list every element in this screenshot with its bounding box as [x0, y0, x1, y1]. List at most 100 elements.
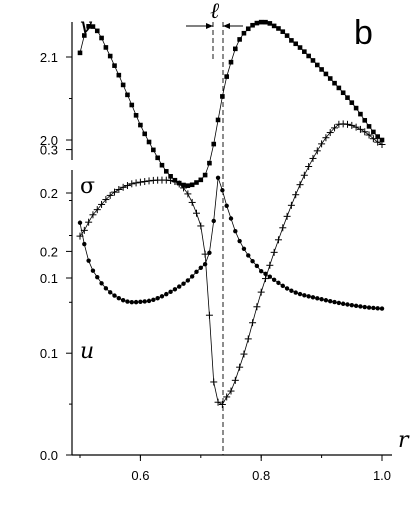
- data-point-u: [223, 393, 231, 401]
- data-point-v: [353, 105, 359, 111]
- data-point-u: [279, 224, 287, 232]
- data-point-u: [175, 180, 183, 188]
- data-point-v: [345, 95, 350, 100]
- data-point-sigma: [319, 297, 324, 302]
- data-point-v: [116, 72, 122, 78]
- x-axis-label: r: [398, 428, 410, 453]
- y-tick-label-u: 0.1: [40, 346, 58, 361]
- data-point-u: [253, 303, 261, 311]
- data-point-v: [267, 21, 273, 26]
- axis-text: 2.0 2.1 v 0.1 0.2 σ 0.0 0.1 0.2 0.3 u 0.6 0.8 1.0 r ℓ: [40, 0, 410, 483]
- data-point-v: [366, 124, 372, 129]
- data-point-v: [358, 111, 363, 117]
- series-line-sigma: [79, 177, 383, 309]
- data-point-v: [133, 113, 139, 118]
- data-point-v: [142, 131, 148, 137]
- data-point-sigma: [185, 278, 191, 283]
- data-point-sigma: [224, 203, 229, 208]
- data-point-u: [106, 191, 114, 199]
- data-point-sigma: [194, 269, 199, 275]
- data-point-u: [111, 188, 119, 196]
- data-point-u: [257, 288, 265, 296]
- data-point-u: [85, 218, 93, 226]
- data-point-v: [362, 118, 368, 123]
- data-point-v: [310, 58, 316, 63]
- data-point-u: [119, 183, 127, 191]
- data-point-u: [80, 226, 88, 234]
- y-tick-label-u: 0.2: [40, 244, 58, 259]
- data-point-u: [244, 335, 252, 343]
- data-point-u: [93, 206, 101, 214]
- data-point-u: [365, 131, 373, 139]
- data-point-v: [168, 174, 173, 179]
- data-point-sigma: [237, 238, 242, 244]
- data-point-u: [180, 184, 188, 192]
- y-axis-label-sigma: σ: [80, 174, 95, 199]
- data-point-u: [287, 201, 295, 209]
- data-point-v: [250, 22, 255, 28]
- data-point-sigma: [125, 299, 130, 304]
- data-point-u: [197, 222, 205, 230]
- data-point-sigma: [358, 304, 363, 309]
- data-point-v: [215, 117, 221, 123]
- data-point-v: [125, 92, 130, 98]
- data-point-v: [233, 46, 238, 52]
- data-point-sigma: [254, 263, 260, 269]
- data-point-sigma: [86, 258, 91, 263]
- data-point-v: [245, 26, 251, 32]
- data-point-u: [132, 179, 140, 187]
- data-point-sigma: [310, 295, 316, 300]
- ell-arrowhead-left: [206, 23, 213, 29]
- data-point-v: [202, 172, 208, 178]
- data-point-sigma: [103, 286, 109, 291]
- data-point-v: [289, 38, 294, 43]
- data-point-u: [102, 196, 110, 204]
- y-tick-label-u: 0.3: [40, 143, 58, 158]
- data-point-sigma: [202, 261, 208, 267]
- data-point-sigma: [108, 290, 113, 295]
- data-point-u: [270, 248, 278, 256]
- data-point-sigma: [323, 298, 329, 303]
- data-point-sigma: [379, 306, 385, 311]
- data-point-v: [379, 137, 385, 143]
- data-point-v: [224, 74, 229, 79]
- data-point-sigma: [246, 253, 251, 258]
- ell-annotation: ℓ: [210, 0, 220, 24]
- data-point-u: [318, 140, 326, 148]
- data-point-u: [236, 363, 244, 371]
- data-point-v: [103, 45, 109, 50]
- data-point-sigma: [362, 304, 367, 310]
- data-point-u: [356, 125, 364, 133]
- data-point-v: [163, 169, 169, 174]
- data-point-u: [374, 138, 382, 146]
- data-point-v: [332, 80, 337, 86]
- data-point-sigma: [90, 268, 96, 273]
- panel-tag: b: [354, 14, 373, 52]
- data-point-u: [141, 178, 149, 186]
- data-point-v: [185, 183, 191, 188]
- data-point-v: [146, 139, 152, 145]
- data-point-u: [192, 209, 200, 217]
- data-point-v: [77, 50, 83, 56]
- ell-arrowhead-right: [223, 23, 230, 29]
- data-point-u: [136, 178, 144, 186]
- data-point-v: [276, 26, 281, 31]
- data-point-sigma: [99, 281, 104, 286]
- data-point-sigma: [315, 296, 320, 301]
- y-tick-label-sigma: 0.1: [40, 271, 58, 286]
- data-point-sigma: [164, 291, 169, 297]
- data-point-u: [167, 177, 175, 185]
- data-point-v: [198, 177, 204, 183]
- data-point-u: [309, 154, 317, 162]
- data-point-sigma: [220, 188, 225, 193]
- data-point-v: [280, 29, 286, 34]
- panel-label-b: b: [354, 14, 373, 52]
- data-point-u: [128, 180, 136, 188]
- y-tick-label-sigma: 0.2: [40, 186, 58, 201]
- data-point-u: [283, 212, 291, 220]
- y-tick-label-v: 2.1: [40, 50, 58, 65]
- data-point-v: [323, 71, 329, 77]
- data-point-u: [326, 129, 334, 137]
- data-point-u: [218, 400, 226, 408]
- data-point-v: [220, 94, 225, 99]
